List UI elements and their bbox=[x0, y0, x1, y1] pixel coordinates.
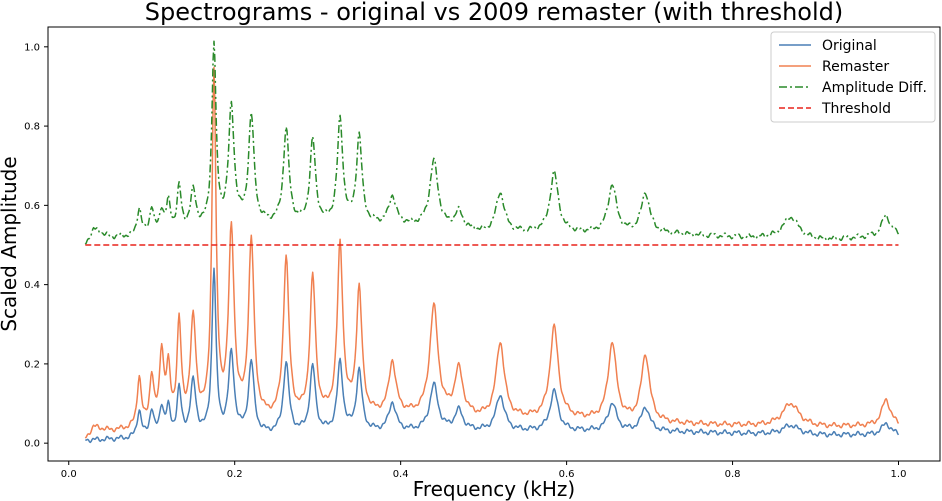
x-tick-label: 0.8 bbox=[725, 469, 741, 480]
plot-area bbox=[84, 40, 900, 444]
y-tick-label: 0.4 bbox=[24, 280, 40, 291]
x-tick-label: 0.6 bbox=[559, 469, 575, 480]
legend-label: Remaster bbox=[822, 59, 889, 75]
x-axis: 0.0 0.2 0.4 0.6 0.8 1.0 bbox=[61, 461, 907, 480]
x-axis-title: Frequency (kHz) bbox=[413, 477, 575, 501]
y-tick-label: 1.0 bbox=[24, 42, 40, 53]
y-axis: 0.0 0.2 0.4 0.6 0.8 1.0 bbox=[24, 42, 48, 450]
chart-title: Spectrograms - original vs 2009 remaster… bbox=[145, 0, 844, 26]
legend-label: Original bbox=[822, 38, 877, 54]
x-tick-label: 0.0 bbox=[61, 469, 77, 480]
plot-frame bbox=[47, 26, 941, 462]
y-tick-label: 0.6 bbox=[24, 201, 40, 212]
x-tick-label: 1.0 bbox=[891, 469, 907, 480]
legend-label: Amplitude Diff. bbox=[822, 80, 927, 96]
series-line-original bbox=[85, 267, 900, 444]
x-tick-label: 0.4 bbox=[393, 469, 409, 480]
legend: Original Remaster Amplitude Diff. Threshold bbox=[770, 31, 936, 123]
series-line-amplitude-diff bbox=[84, 40, 900, 245]
legend-label: Threshold bbox=[821, 101, 891, 117]
y-tick-label: 0.8 bbox=[24, 122, 40, 133]
x-tick-label: 0.2 bbox=[227, 469, 243, 480]
y-tick-label: 0.0 bbox=[24, 439, 40, 450]
y-axis-title: Scaled Amplitude bbox=[0, 156, 21, 331]
y-tick-label: 0.2 bbox=[24, 359, 40, 370]
legend-box bbox=[770, 31, 936, 123]
series-line-remaster bbox=[84, 66, 900, 439]
